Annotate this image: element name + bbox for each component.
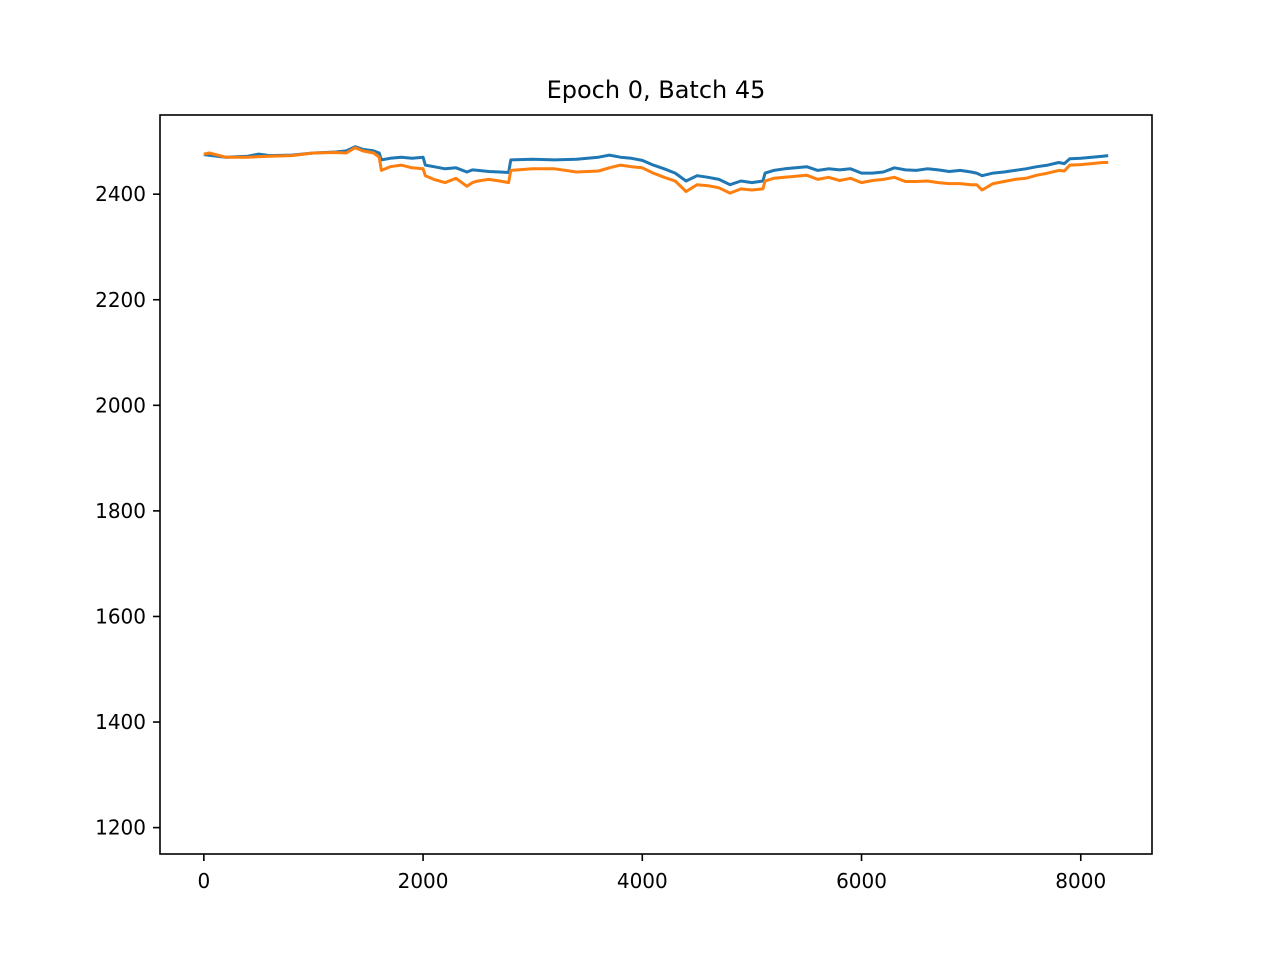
y-tick-label: 1600: [95, 604, 146, 628]
plot-frame: [159, 114, 1153, 855]
y-tick-label: 1800: [95, 499, 146, 523]
series-line-2: [203, 146, 1109, 195]
x-tick-label: 2000: [398, 869, 449, 893]
series-layer: [203, 145, 1109, 195]
y-tick-label: 1200: [95, 816, 146, 840]
y-axis: 1200 1400 1600 1800 2000 2200 2400: [95, 182, 160, 840]
x-tick-label: 4000: [617, 869, 668, 893]
y-tick-label: 1400: [95, 710, 146, 734]
x-axis: 0 2000 4000 6000 8000: [197, 854, 1106, 893]
x-tick-label: 0: [197, 869, 210, 893]
series-line-1: [203, 145, 1109, 187]
y-tick-label: 2200: [95, 288, 146, 312]
y-tick-label: 2000: [95, 393, 146, 417]
x-tick-label: 6000: [836, 869, 887, 893]
x-tick-label: 8000: [1055, 869, 1106, 893]
chart-title: Epoch 0, Batch 45: [547, 76, 766, 104]
y-tick-label: 2400: [95, 182, 146, 206]
